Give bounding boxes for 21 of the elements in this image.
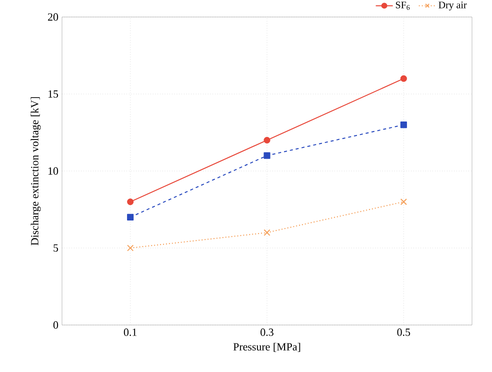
point	[400, 198, 407, 206]
x-axis-title: Pressure [MPa]	[233, 342, 300, 352]
y-tick-label: 5	[54, 244, 58, 252]
point	[400, 122, 407, 128]
x-tick-label: 0.3	[260, 328, 274, 336]
point	[264, 152, 270, 159]
point	[264, 229, 270, 236]
point	[127, 198, 134, 206]
x-tick-label: 0.5	[397, 328, 410, 336]
y-tick-label: 0	[53, 321, 58, 329]
point	[264, 136, 270, 144]
legend-label: Dry air	[438, 2, 467, 10]
point	[127, 244, 134, 252]
y-tick-label: 10	[48, 167, 58, 175]
y-axis-title: Discharge extinction voltage [kV]	[30, 97, 41, 246]
x-tick-label: 0.1	[124, 328, 137, 336]
point	[400, 75, 407, 82]
y-tick-label: 15	[48, 90, 58, 98]
legend-label: SF$_{6}$	[396, 2, 410, 10]
point	[127, 214, 134, 220]
y-tick-label: 20	[48, 13, 58, 21]
